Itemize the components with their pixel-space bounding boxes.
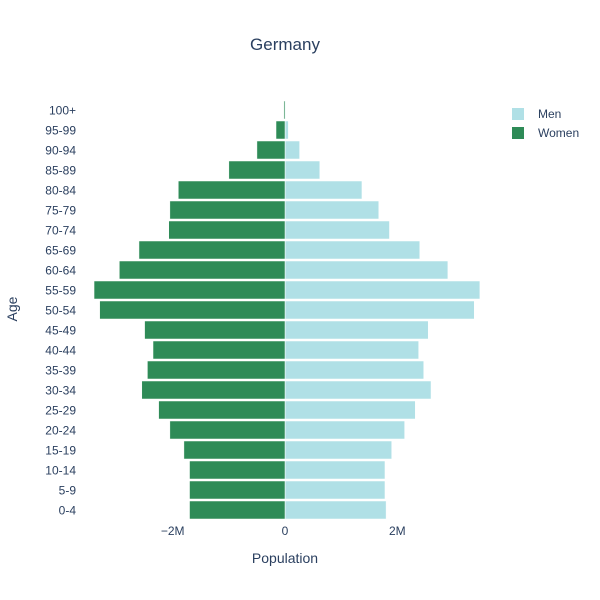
y-tick-label: 65-69 xyxy=(45,244,76,258)
y-tick-label: 75-79 xyxy=(45,204,76,218)
legend-swatch-men[interactable] xyxy=(512,108,524,120)
bar-men-20-24[interactable] xyxy=(284,420,405,440)
chart-title: Germany xyxy=(250,35,320,54)
bar-women-60-64[interactable] xyxy=(119,260,286,280)
legend-label-women[interactable]: Women xyxy=(538,126,579,140)
y-tick-label: 10-14 xyxy=(45,464,76,478)
bar-women-90-94[interactable] xyxy=(256,140,286,160)
bars-group xyxy=(93,100,481,520)
y-tick-label: 60-64 xyxy=(45,264,76,278)
bar-men-90-94[interactable] xyxy=(284,140,300,160)
bar-women-0-4[interactable] xyxy=(189,500,286,520)
bar-women-45-49[interactable] xyxy=(144,320,286,340)
y-tick-label: 35-39 xyxy=(45,364,76,378)
y-tick-label: 90-94 xyxy=(45,144,76,158)
bar-women-10-14[interactable] xyxy=(189,460,286,480)
y-tick-label: 55-59 xyxy=(45,284,76,298)
bar-women-95-99[interactable] xyxy=(275,120,286,140)
legend-swatch-women[interactable] xyxy=(512,127,524,139)
bar-women-40-44[interactable] xyxy=(152,340,286,360)
bar-women-35-39[interactable] xyxy=(147,360,286,380)
bar-men-75-79[interactable] xyxy=(284,200,380,220)
bar-men-15-19[interactable] xyxy=(284,440,392,460)
x-tick-label: 2M xyxy=(389,524,406,538)
legend[interactable]: Men Women xyxy=(512,107,579,140)
y-tick-label: 85-89 xyxy=(45,164,76,178)
y-tick-label: 100+ xyxy=(49,104,76,118)
x-tick-labels: −2M 0 2M xyxy=(161,524,406,538)
bar-men-5-9[interactable] xyxy=(284,480,386,500)
bar-women-20-24[interactable] xyxy=(169,420,286,440)
bar-men-70-74[interactable] xyxy=(284,220,390,240)
bar-women-15-19[interactable] xyxy=(183,440,286,460)
y-tick-label: 70-74 xyxy=(45,224,76,238)
y-tick-label: 25-29 xyxy=(45,404,76,418)
bar-women-75-79[interactable] xyxy=(169,200,286,220)
bar-men-60-64[interactable] xyxy=(284,260,449,280)
y-tick-label: 0-4 xyxy=(59,504,77,518)
y-tick-label: 40-44 xyxy=(45,344,76,358)
bar-men-95-99[interactable] xyxy=(284,120,289,140)
legend-label-men[interactable]: Men xyxy=(538,107,561,121)
bar-men-35-39[interactable] xyxy=(284,360,424,380)
bar-men-65-69[interactable] xyxy=(284,240,421,260)
bar-women-70-74[interactable] xyxy=(168,220,286,240)
y-tick-labels: 0-4 5-9 10-14 15-19 20-24 25-29 30-34 35-39 40-4… xyxy=(45,104,76,518)
bar-men-30-34[interactable] xyxy=(284,380,432,400)
bar-women-100plus[interactable] xyxy=(283,100,286,120)
y-tick-label: 20-24 xyxy=(45,424,76,438)
y-tick-label: 45-49 xyxy=(45,324,76,338)
y-tick-label: 95-99 xyxy=(45,124,76,138)
bar-women-5-9[interactable] xyxy=(189,480,286,500)
bar-men-80-84[interactable] xyxy=(284,180,363,200)
bar-men-25-29[interactable] xyxy=(284,400,416,420)
y-tick-label: 15-19 xyxy=(45,444,76,458)
bar-women-80-84[interactable] xyxy=(178,180,286,200)
bar-women-85-89[interactable] xyxy=(228,160,286,180)
x-axis-title: Population xyxy=(252,550,318,566)
bar-women-30-34[interactable] xyxy=(141,380,286,400)
y-axis-title: Age xyxy=(4,296,20,321)
bar-women-65-69[interactable] xyxy=(138,240,286,260)
bar-men-40-44[interactable] xyxy=(284,340,419,360)
bar-men-55-59[interactable] xyxy=(284,280,481,300)
y-tick-label: 50-54 xyxy=(45,304,76,318)
bar-women-50-54[interactable] xyxy=(99,300,286,320)
bar-women-25-29[interactable] xyxy=(158,400,286,420)
bar-women-55-59[interactable] xyxy=(93,280,286,300)
bar-men-85-89[interactable] xyxy=(284,160,321,180)
bar-men-10-14[interactable] xyxy=(284,460,386,480)
bar-men-45-49[interactable] xyxy=(284,320,429,340)
y-tick-label: 30-34 xyxy=(45,384,76,398)
y-tick-label: 5-9 xyxy=(59,484,77,498)
bar-men-50-54[interactable] xyxy=(284,300,475,320)
y-tick-label: 80-84 xyxy=(45,184,76,198)
x-tick-label: −2M xyxy=(161,524,185,538)
bar-men-0-4[interactable] xyxy=(284,500,387,520)
x-tick-label: 0 xyxy=(282,524,289,538)
